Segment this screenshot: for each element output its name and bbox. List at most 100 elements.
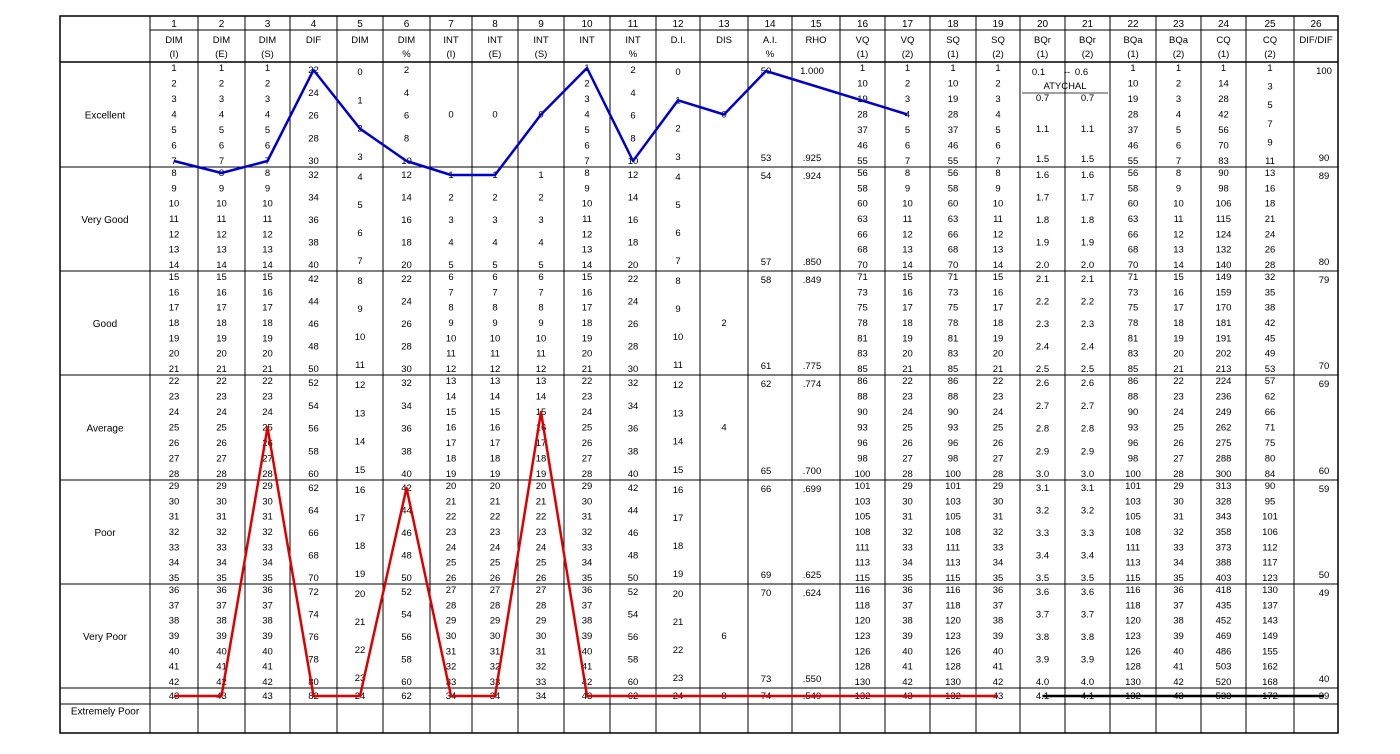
- cell-value: 11: [490, 349, 500, 360]
- cell-value: 12: [993, 229, 1004, 240]
- cell-value: 70: [1128, 260, 1139, 271]
- cell-value: 24: [401, 297, 412, 308]
- cell-value: 16: [536, 423, 547, 434]
- cell-value: 520: [1216, 677, 1232, 688]
- cell-value: 23: [993, 392, 1004, 403]
- cell-value: 103: [855, 496, 871, 507]
- cell-value: 2.3: [1081, 319, 1094, 330]
- cell-value: 4: [404, 88, 409, 99]
- cell-value: 10: [262, 199, 273, 210]
- cell-value: 71: [1265, 423, 1276, 434]
- column-header-label: SQ: [991, 35, 1005, 46]
- cell-value: 16: [902, 287, 913, 298]
- cell-value: 20: [902, 349, 913, 360]
- cell-value: 58: [761, 275, 772, 286]
- cell-value: 35: [216, 573, 227, 584]
- cell-value: 42: [308, 274, 319, 285]
- cell-value: 38: [582, 616, 593, 627]
- cell-value: 16: [628, 215, 639, 226]
- cell-value: 3: [995, 94, 1000, 105]
- cell-value: 3.1: [1081, 483, 1094, 494]
- cell-value: 41: [902, 662, 913, 673]
- cell-value: 17: [1173, 303, 1184, 314]
- cell-value: 130: [945, 677, 961, 688]
- cell-value: 18: [582, 318, 593, 329]
- cell-value: 11: [673, 360, 683, 371]
- column-header-label: VQ: [856, 35, 870, 46]
- column-number: 7: [448, 19, 454, 30]
- cell-value: 120: [1125, 616, 1141, 627]
- cell-value: 83: [857, 349, 868, 360]
- cell-value: 60: [628, 677, 639, 688]
- red-profile-line: [174, 410, 998, 698]
- cell-value: 36: [401, 424, 412, 435]
- cell-value: 48: [308, 342, 319, 353]
- cell-value: 28: [857, 110, 868, 121]
- cell-value: 108: [1125, 527, 1141, 538]
- cell-value: 25: [1173, 423, 1184, 434]
- cell-value: 52: [308, 378, 319, 389]
- cell-value: 21: [1265, 214, 1276, 225]
- cell-value: 56: [628, 632, 639, 643]
- cell-value: 101: [945, 481, 961, 492]
- cell-value: 14: [536, 392, 547, 403]
- cell-value: 7: [538, 287, 543, 298]
- cell-value: 19: [902, 333, 913, 344]
- column-number: 14: [764, 19, 776, 30]
- cell-value: 418: [1216, 585, 1232, 596]
- column-header-label: (1): [857, 49, 869, 60]
- cell-value: 22: [490, 512, 501, 523]
- cell-value: 37: [902, 600, 913, 611]
- cell-value: 75: [1265, 438, 1276, 449]
- cell-value: 33: [582, 542, 593, 553]
- cell-value: 38: [216, 616, 227, 627]
- cell-value: 1: [1221, 63, 1226, 74]
- cell-value: 12: [1173, 229, 1184, 240]
- cell-value: 3.6: [1036, 587, 1049, 598]
- cell-value: 98: [948, 454, 959, 465]
- cell-value: 29: [902, 481, 913, 492]
- cell-value: 10: [446, 333, 457, 344]
- cell-value: 25: [446, 558, 457, 569]
- cell-value: 0.1: [1032, 67, 1045, 78]
- cell-value: 37: [993, 600, 1004, 611]
- cell-value: 20: [673, 589, 684, 600]
- cell-value: 17: [993, 303, 1004, 314]
- cell-value: 2.8: [1081, 424, 1094, 435]
- cell-value: 25: [169, 423, 180, 434]
- cell-value: 2: [171, 79, 176, 90]
- column-number: 15: [810, 19, 822, 30]
- cell-value: 36: [902, 585, 913, 596]
- column-header-label: BQr: [1034, 35, 1051, 46]
- cell-value: 7: [905, 156, 910, 167]
- cell-value: 159: [1216, 287, 1232, 298]
- cell-value: 16: [582, 287, 593, 298]
- cell-value: 249: [1216, 407, 1232, 418]
- cell-value: 40: [262, 646, 273, 657]
- cell-value: 85: [857, 364, 868, 375]
- cell-value: 6: [584, 141, 589, 152]
- cell-value: 7: [584, 156, 589, 167]
- cell-value: 32: [490, 662, 501, 673]
- cell-value: 29: [490, 616, 501, 627]
- cell-value: 12: [401, 170, 412, 181]
- cell-value: 130: [855, 677, 871, 688]
- cell-value: 13: [673, 408, 684, 419]
- cell-value: 3: [538, 215, 543, 226]
- cell-value: 33: [262, 542, 273, 553]
- cell-value: 7: [995, 156, 1000, 167]
- cell-value: 12: [490, 364, 501, 375]
- cell-value: .850: [803, 257, 822, 268]
- cell-value: 22: [673, 645, 684, 656]
- cell-value: 23: [1173, 392, 1184, 403]
- cell-value: 2.5: [1036, 364, 1049, 375]
- cell-value: 48: [628, 551, 639, 562]
- cell-value: 120: [855, 616, 871, 627]
- cell-value: 66: [308, 528, 319, 539]
- cell-value: 9: [675, 304, 680, 315]
- cell-value: 41: [1173, 662, 1184, 673]
- cell-value: 143: [1262, 616, 1278, 627]
- cell-value: 100: [1316, 66, 1332, 77]
- cell-value: 60: [857, 199, 868, 210]
- cell-value: 19: [993, 333, 1004, 344]
